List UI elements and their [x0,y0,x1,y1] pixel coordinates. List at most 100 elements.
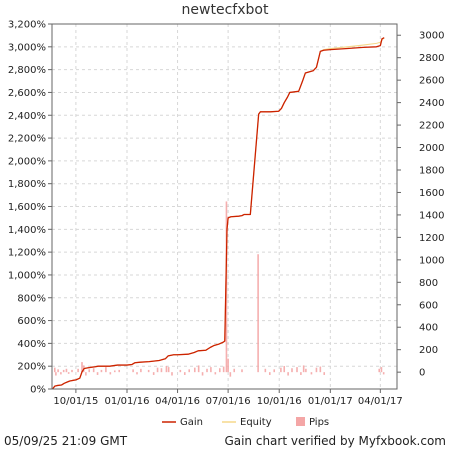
line-layer [52,37,385,390]
pips-bar [171,372,173,376]
right-axis-tick-label: 2600 [419,76,444,87]
right-axis-tick-label: 2000 [419,143,444,154]
pips-bar [188,369,191,373]
grid-layer [52,23,397,390]
series-line-gain [52,37,385,390]
x-axis-tick-label: 10/01/16 [257,396,302,407]
pips-bar [160,368,163,373]
pips-bar [118,369,121,373]
pips-bar [113,370,116,373]
left-axis-tick-label: 400% [17,339,46,350]
pips-bar [227,358,229,373]
left-axis-tick-label: 2,400% [8,111,46,122]
pips-bar [378,368,381,373]
pips-bar [57,369,59,373]
right-axis-tick-label: 3000 [419,31,444,42]
pips-bar [71,369,73,373]
axis-layer: 0% 200% 400% 600% 800% 1,000% 1,200% 1,400% 1,60… [8,20,445,408]
right-axis-tick-label: 1800 [419,166,444,177]
x-axis-tick-label: 04/01/17 [358,396,403,407]
pips-bar [222,366,225,373]
pips-bar [147,369,150,373]
pips-bar [140,368,142,373]
right-axis-tick-label: 200 [419,345,438,356]
pips-bar [319,366,322,373]
pips-bar [132,369,134,373]
legend: Gain Equity Pips [162,417,329,428]
pips-bar [310,372,313,375]
left-axis-tick-label: 2,000% [8,156,46,167]
pips-bar [305,368,307,373]
pips-bar [165,365,168,373]
x-axis-tick-label: 01/01/17 [308,396,353,407]
right-axis-tick-label: 1000 [419,255,444,266]
pips-bar [77,368,79,373]
plot-frame [51,23,398,390]
pips-bar [283,365,286,373]
pips-bar [296,367,298,373]
pips-bar [109,372,112,375]
left-axis-tick-label: 200% [17,362,46,373]
pips-bar [88,369,91,373]
left-axis-tick-label: 0% [30,385,46,396]
legend-swatch-pips [296,417,305,426]
pips-bar [273,369,276,373]
right-axis-tick-label: 800 [419,278,438,289]
right-axis-tick-label: 0 [419,368,425,379]
pips-bar [60,372,62,375]
pips-bar [229,372,232,377]
right-axis-tick-label: 2800 [419,53,444,64]
pips-bar [53,367,56,373]
pips-bar [156,367,159,373]
pips-bar [264,368,267,373]
right-axis-tick-label: 1400 [419,210,444,221]
right-axis-tick-label: 2200 [419,121,444,132]
footer-timestamp: 05/09/25 21:09 GMT [4,434,128,448]
pips-bar [257,254,259,373]
pips-bar [280,367,282,373]
right-axis-tick-label: 600 [419,300,438,311]
pips-bar [206,368,208,373]
pips-bar [268,372,271,375]
pips-bar [55,372,57,376]
legend-label-pips: Pips [309,417,329,428]
pips-bar [300,372,302,375]
right-axis-tick-label: 400 [419,323,438,334]
pips-bar [193,367,196,373]
x-axis-tick-label: 10/01/15 [53,396,98,407]
pips-bar [167,367,170,373]
left-axis-tick-label: 1,600% [8,202,46,213]
footer-verification: Gain chart verified by Myfxbook.com [224,434,446,448]
left-axis-tick-label: 2,200% [8,134,46,145]
x-axis-tick-label: 07/01/16 [206,396,251,407]
pips-bar [136,372,138,375]
pips-bar [218,368,221,373]
pips-bar [302,365,305,373]
pips-bar [92,368,95,373]
right-axis-tick-label: 1600 [419,188,444,199]
legend-label-equity: Equity [240,417,272,428]
pips-bar [287,372,289,376]
left-axis-tick-label: 1,000% [8,270,46,281]
pips-bar [380,367,383,373]
pips-bar [100,369,103,373]
left-axis-tick-label: 2,800% [8,65,46,76]
left-axis-tick-label: 1,800% [8,179,46,190]
pips-bar [81,362,83,373]
left-axis-tick-label: 3,200% [8,20,46,31]
legend-label-gain: Gain [180,417,203,428]
pips-bar [197,365,200,373]
pips-bar [65,368,68,373]
pips-bar [85,372,87,376]
pips-bar [152,372,155,375]
right-axis-tick-label: 1200 [419,233,444,244]
pips-bar [210,367,212,373]
pips-bar [291,368,293,373]
left-axis-tick-label: 1,400% [8,225,46,236]
pips-bar [179,369,182,373]
pips-bar [241,369,243,373]
pips-bar [315,367,318,373]
pips-bar [201,372,204,376]
right-axis-tick-label: 2400 [419,98,444,109]
